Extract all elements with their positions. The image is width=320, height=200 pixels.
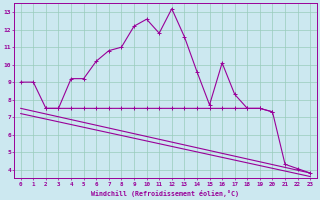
X-axis label: Windchill (Refroidissement éolien,°C): Windchill (Refroidissement éolien,°C) (92, 190, 239, 197)
